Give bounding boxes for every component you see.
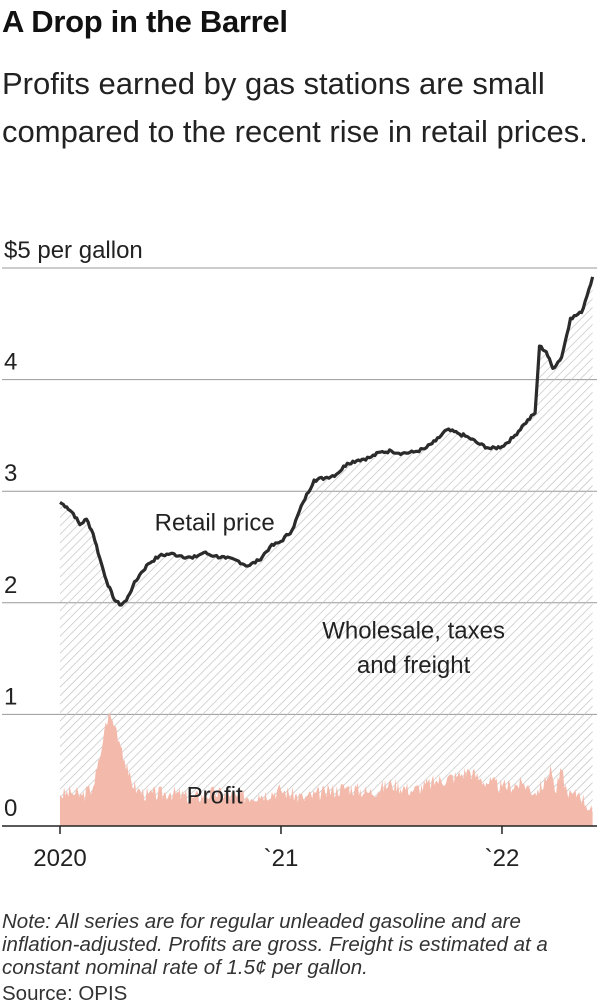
y-tick-label: 0 (4, 795, 17, 822)
annotation-label: Retail price (155, 509, 275, 536)
chart-source: Source: OPIS (2, 982, 128, 1005)
y-tick-label: 1 (4, 683, 17, 710)
x-tick-label: `22 (485, 845, 520, 872)
annotation-label: Wholesale, taxes (322, 618, 505, 645)
annotation-label: and freight (357, 652, 471, 679)
axis-layer: 2020 `21 `22 $5 per gallon 4 3 2 1 0 (2, 237, 597, 872)
chart-title: A Drop in the Barrel (2, 4, 288, 39)
y-tick-label: 3 (4, 460, 17, 487)
annotation-label: Profit (187, 783, 243, 810)
wholesale-area (60, 276, 593, 826)
annotation-layer: Retail price Wholesale, taxes and freight P… (155, 509, 505, 809)
y-tick-label: $5 per gallon (4, 237, 143, 264)
x-tick-label: 2020 (33, 845, 86, 872)
retail-price-line (59, 276, 595, 607)
x-tick-label: `21 (264, 845, 299, 872)
profit-area (60, 713, 593, 826)
chart-note: Note: All series are for regular unleade… (2, 910, 548, 979)
chart-subtitle: Profits earned by gas stations are small… (2, 66, 588, 149)
y-tick-label: 4 (4, 349, 17, 376)
y-tick-label: 2 (4, 572, 17, 599)
